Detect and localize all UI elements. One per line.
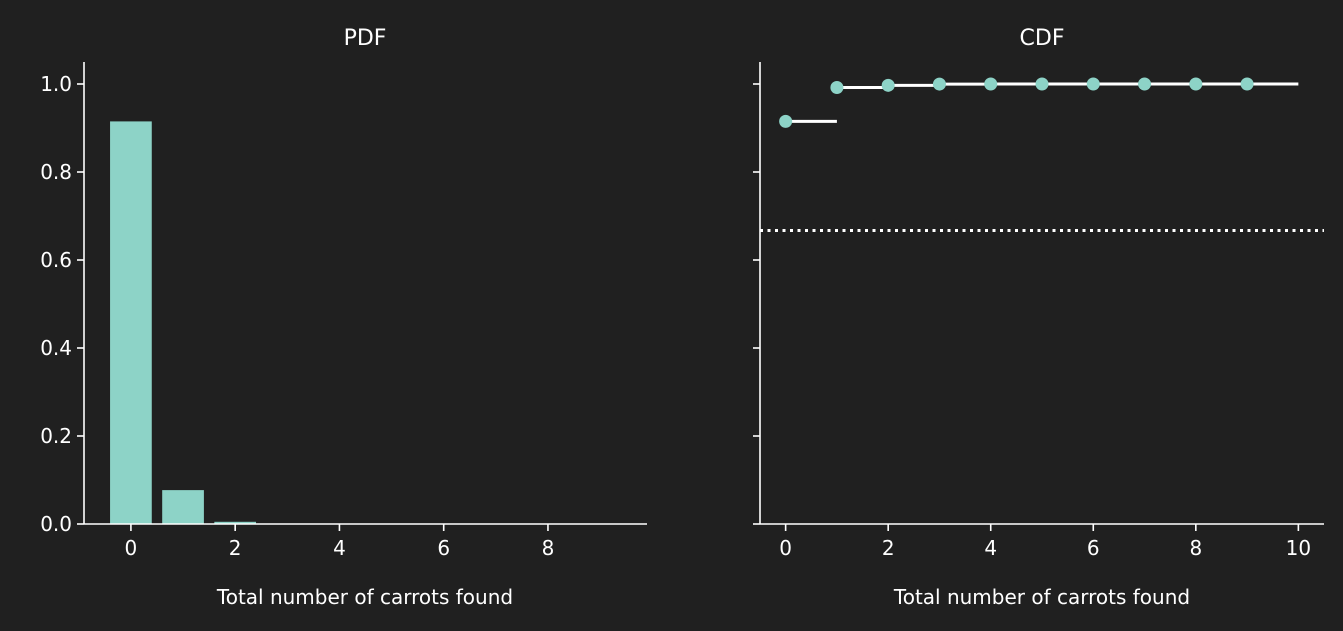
cdf-point bbox=[1138, 77, 1152, 91]
cdf-x-tick-label: 6 bbox=[1087, 536, 1100, 560]
cdf-x-ticks: 0 2 4 6 8 10 bbox=[779, 524, 1311, 560]
cdf-point bbox=[881, 78, 895, 92]
cdf-point bbox=[1189, 77, 1203, 91]
pdf-y-tick-label: 0.4 bbox=[40, 336, 72, 360]
cdf-point bbox=[830, 81, 844, 95]
cdf-x-label: Total number of carrots found bbox=[893, 585, 1190, 609]
pdf-x-ticks: 0 2 4 6 8 bbox=[125, 524, 555, 560]
pdf-x-label: Total number of carrots found bbox=[216, 585, 513, 609]
pdf-bar bbox=[162, 490, 204, 524]
pdf-y-tick-label: 1.0 bbox=[40, 72, 72, 96]
pdf-x-tick-label: 0 bbox=[125, 536, 138, 560]
pdf-y-ticks: 0.0 0.2 0.4 0.6 0.8 1.0 bbox=[40, 72, 84, 536]
pdf-y-tick-label: 0.2 bbox=[40, 424, 72, 448]
cdf-panel: CDF 0 2 4 6 8 10 Total number of carrots foun… bbox=[753, 26, 1324, 609]
cdf-x-tick-label: 2 bbox=[882, 536, 895, 560]
pdf-x-tick-label: 8 bbox=[542, 536, 555, 560]
pdf-bars bbox=[110, 121, 309, 525]
pdf-panel: PDF 0.0 0.2 0.4 0.6 0.8 1.0 0 2 4 6 8 Total numbe… bbox=[40, 26, 647, 609]
cdf-points bbox=[779, 77, 1254, 128]
cdf-point bbox=[1240, 77, 1254, 91]
cdf-y-ticks bbox=[753, 83, 760, 525]
cdf-steps bbox=[785, 82, 1299, 123]
pdf-y-tick-label: 0.8 bbox=[40, 160, 72, 184]
pdf-x-tick-label: 6 bbox=[437, 536, 450, 560]
pdf-y-tick-label: 0.0 bbox=[40, 512, 72, 536]
pdf-bar bbox=[110, 121, 152, 525]
pdf-x-tick-label: 2 bbox=[229, 536, 242, 560]
cdf-point bbox=[984, 77, 998, 91]
cdf-x-tick-label: 8 bbox=[1189, 536, 1202, 560]
cdf-point bbox=[932, 77, 946, 91]
cdf-x-tick-label: 4 bbox=[984, 536, 997, 560]
cdf-x-tick-label: 10 bbox=[1286, 536, 1311, 560]
pdf-x-tick-label: 4 bbox=[333, 536, 346, 560]
cdf-title: CDF bbox=[1020, 26, 1065, 51]
cdf-x-tick-label: 0 bbox=[779, 536, 792, 560]
pdf-bar bbox=[214, 521, 257, 524]
cdf-point bbox=[779, 114, 793, 128]
pdf-title: PDF bbox=[344, 26, 387, 51]
cdf-point bbox=[1035, 77, 1049, 91]
pdf-y-tick-label: 0.6 bbox=[40, 248, 72, 272]
cdf-point bbox=[1086, 77, 1100, 91]
